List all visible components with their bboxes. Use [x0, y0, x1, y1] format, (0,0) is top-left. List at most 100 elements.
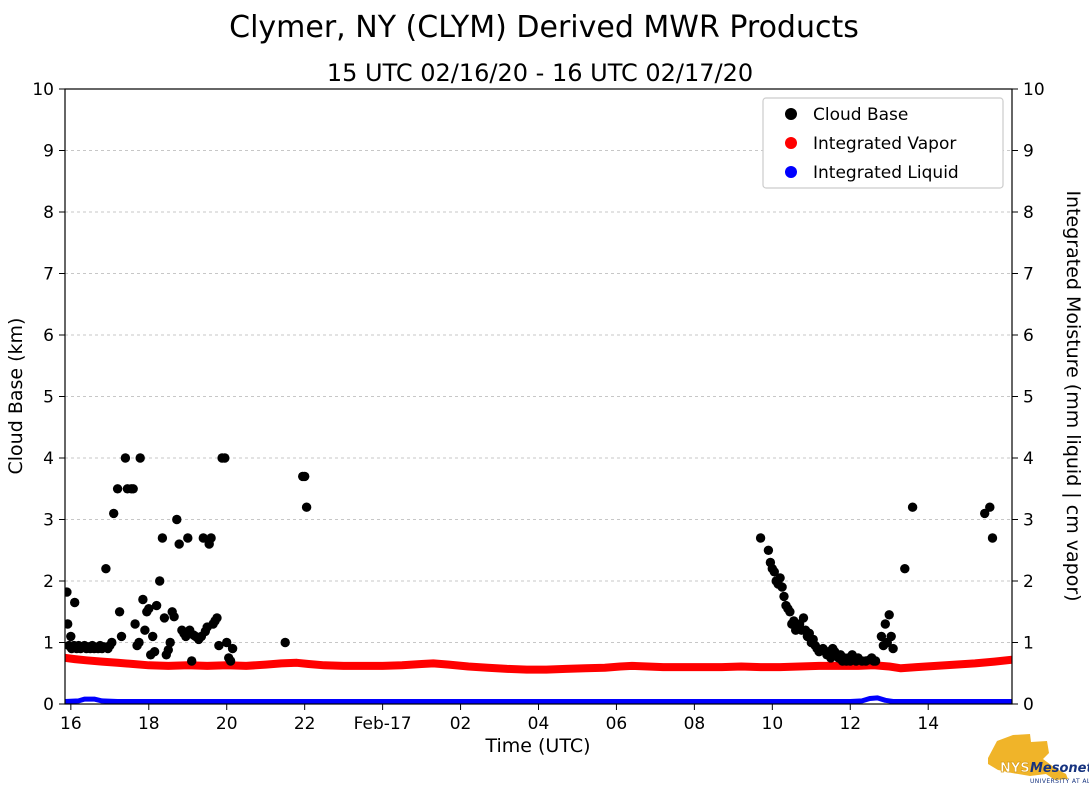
series-cloud-base-point [870, 656, 881, 666]
x-tick-label: 08 [684, 714, 706, 734]
series-cloud-base-point [987, 533, 998, 543]
logo-nys-text: NYS [1000, 761, 1030, 776]
legend-marker-integrated-liquid [785, 166, 797, 178]
left-y-tick-label: 0 [43, 695, 54, 715]
series-cloud-base-point [138, 594, 148, 605]
series-cloud-base-point [876, 631, 887, 642]
series-cloud-base-point [214, 640, 224, 651]
legend-marker-integrated-vapor [785, 137, 797, 149]
chart-subtitle: 15 UTC 02/16/20 - 16 UTC 02/17/20 [327, 59, 753, 87]
series-cloud-base-point [775, 573, 785, 583]
series-cloud-base-point [130, 619, 140, 629]
right-y-tick-label: 10 [1023, 80, 1045, 100]
series-cloud-base-point [779, 591, 789, 602]
left-y-axis-label: Cloud Base (km) [5, 318, 27, 475]
series-cloud-base-point [763, 545, 774, 555]
series-cloud-base-point [769, 567, 779, 577]
series-cloud-base-point [280, 637, 290, 648]
gridlines [65, 150, 1012, 643]
series-cloud-base-point [144, 604, 154, 614]
series-cloud-base-point [755, 533, 766, 543]
series-cloud-base-point [301, 502, 312, 512]
series-cloud-base-point [101, 564, 111, 574]
series-cloud-base-point [227, 643, 238, 654]
series-cloud-base-point [884, 610, 894, 620]
series-cloud-base-point [155, 576, 165, 586]
series-cloud-base-point [107, 637, 117, 648]
x-tick-label: 02 [450, 714, 472, 734]
series-cloud-base-point [888, 643, 898, 654]
logo-subtext: UNIVERSITY AT ALBANY [1030, 778, 1089, 785]
x-tick-label: 04 [528, 714, 550, 734]
series-cloud-base-point [134, 637, 144, 648]
series-cloud-base-point [169, 612, 179, 622]
right-y-tick-label: 8 [1023, 203, 1034, 223]
series-cloud-base-point [165, 637, 175, 648]
right-y-tick-label: 4 [1023, 449, 1034, 469]
left-y-tick-label: 10 [32, 80, 54, 100]
right-y-tick-label: 3 [1023, 511, 1034, 531]
right-y-tick-label: 7 [1023, 265, 1034, 285]
series-cloud-base-point [70, 597, 80, 608]
series-cloud-base-point [225, 656, 236, 666]
left-y-tick-label: 2 [43, 572, 54, 592]
series-cloud-base-point [187, 656, 197, 666]
series-integrated-vapor [65, 653, 1012, 674]
left-y-tick-label: 1 [43, 634, 54, 654]
series-cloud-base-point [198, 533, 208, 543]
series-cloud-base-point [300, 471, 310, 482]
legend-label-integrated-liquid: Integrated Liquid [813, 163, 959, 183]
series-cloud-base-point [157, 533, 168, 543]
x-tick-label: 10 [762, 714, 784, 734]
series-cloud-base-point [174, 539, 184, 549]
x-tick-label: 16 [60, 714, 82, 734]
legend-label-integrated-vapor: Integrated Vapor [813, 134, 956, 154]
left-y-tick-label: 7 [43, 265, 54, 285]
legend-label-cloud-base: Cloud Base [813, 105, 908, 125]
left-y-tick-label: 6 [43, 326, 54, 346]
chart-title: Clymer, NY (CLYM) Derived MWR Products [229, 10, 859, 45]
axis-ticks: 16 18 20 22 Feb-17 02 04 06 08 10 12 140 01 12 23 34 45 5… [32, 80, 1044, 734]
legend-marker-cloud-base [785, 108, 797, 120]
ny-state-shape-icon [988, 734, 1068, 780]
x-tick-label: 12 [839, 714, 861, 734]
series-cloud-base-point [212, 613, 222, 623]
series-cloud-base-point [151, 600, 162, 611]
logo-mesonet-text: Mesonet [1030, 761, 1089, 776]
legend: Cloud Base Integrated Vapor Integrated L… [762, 97, 1004, 189]
series-cloud-base-point [880, 619, 890, 629]
right-y-tick-label: 0 [1023, 695, 1034, 715]
series-cloud-base-point [128, 484, 138, 494]
series-cloud-base [65, 453, 998, 666]
x-tick-label: 14 [917, 714, 939, 734]
series-cloud-base-point [907, 502, 918, 512]
series-cloud-base-point [886, 631, 896, 642]
series-cloud-base-point [222, 637, 232, 648]
series-cloud-base-point [183, 533, 193, 543]
series-cloud-base-point [777, 582, 787, 592]
left-y-tick-label: 3 [43, 511, 54, 531]
series-cloud-base-point [798, 613, 809, 623]
x-tick-label: 06 [606, 714, 628, 734]
left-y-tick-label: 8 [43, 203, 54, 223]
x-tick-label: 20 [216, 714, 238, 734]
series-cloud-base-point [65, 587, 72, 597]
right-y-tick-label: 1 [1023, 634, 1034, 654]
data-series-layer [65, 453, 1012, 704]
series-cloud-base-point [148, 631, 158, 642]
series-cloud-base-point [140, 625, 150, 635]
series-cloud-base-point [220, 453, 230, 463]
series-cloud-base-point [785, 607, 795, 617]
right-y-tick-label: 5 [1023, 388, 1034, 408]
left-y-tick-label: 9 [43, 142, 54, 162]
series-cloud-base-point [980, 508, 990, 519]
series-cloud-base-point [206, 533, 216, 543]
x-axis-label: Time (UTC) [484, 735, 590, 757]
x-tick-label: 18 [138, 714, 160, 734]
series-integrated-liquid [65, 695, 1012, 704]
nys-mesonet-logo: NYS Mesonet UNIVERSITY AT ALBANY [988, 734, 1089, 785]
right-y-axis-label: Integrated Moisture (mm liquid | cm vapo… [1062, 190, 1084, 601]
series-cloud-base-point [159, 613, 170, 623]
